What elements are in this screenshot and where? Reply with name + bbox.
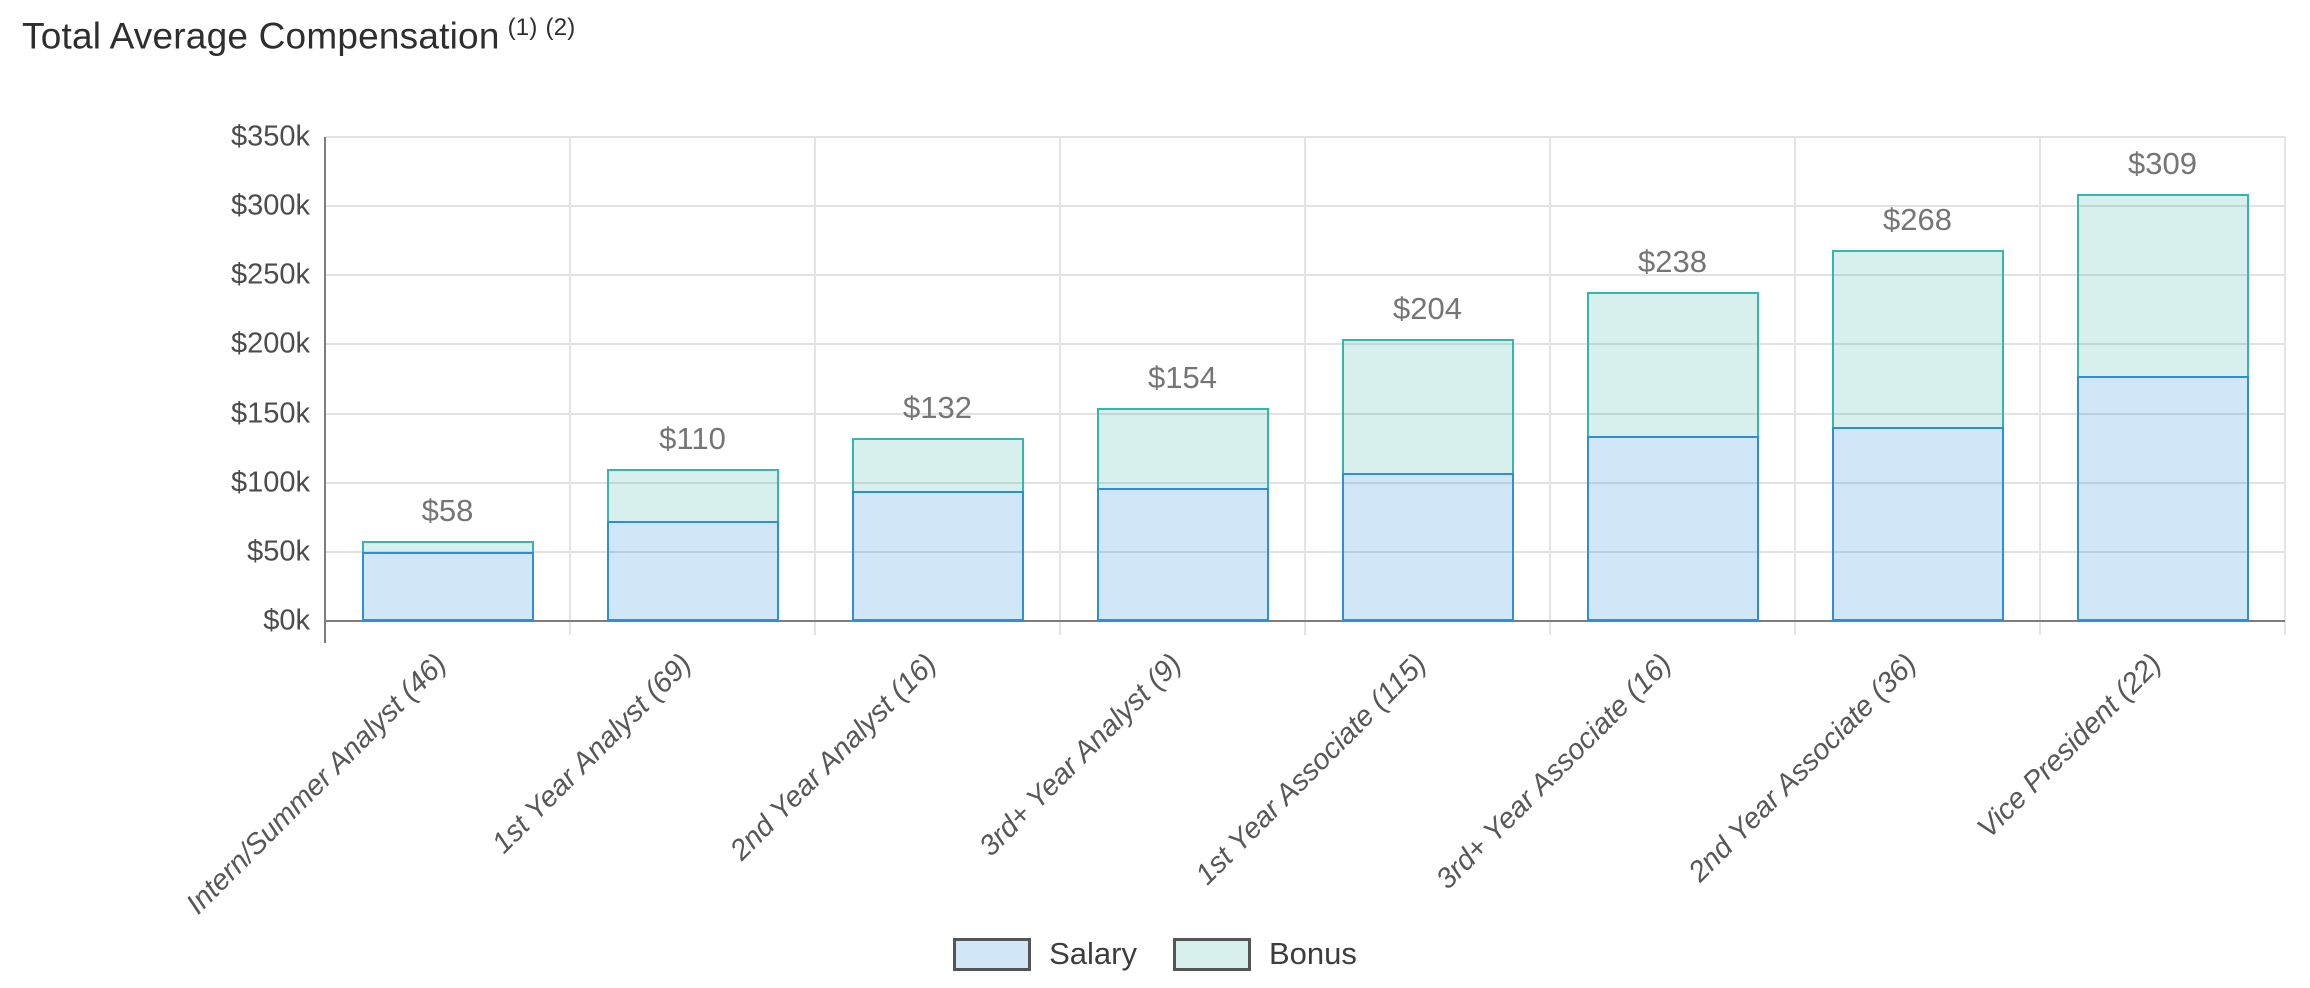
- x-axis-category-label: 2nd Year Analyst (16): [723, 647, 943, 867]
- y-axis-line: [324, 137, 326, 643]
- x-gridline: [1794, 137, 1796, 635]
- bar-total-label: $204: [1393, 290, 1462, 326]
- footnote-ref-2: (2): [545, 14, 576, 41]
- bar-total-label: $238: [1638, 243, 1707, 279]
- salary-bar-segment[interactable]: [1341, 473, 1514, 621]
- salary-swatch: [953, 937, 1032, 971]
- y-axis-tick-label: $300k: [230, 189, 310, 222]
- bonus-bar-segment[interactable]: [1096, 408, 1269, 489]
- salary-bar-segment[interactable]: [1096, 488, 1269, 621]
- x-axis-category-label: Intern/Summer Analyst (46): [179, 647, 453, 921]
- salary-bar-segment[interactable]: [2076, 376, 2249, 621]
- x-axis-category-label: 1st Year Associate (115): [1189, 647, 1433, 892]
- x-axis-category-label: 1st Year Analyst (69): [485, 647, 698, 860]
- x-axis-category-label: 2nd Year Associate (36): [1682, 647, 1923, 889]
- bonus-bar-segment[interactable]: [1586, 291, 1759, 436]
- salary-bar-segment[interactable]: [1586, 435, 1759, 621]
- salary-bar-segment[interactable]: [851, 491, 1024, 621]
- x-axis-category-label: 3rd+ Year Associate (16): [1429, 647, 1678, 896]
- salary-bar-segment[interactable]: [606, 521, 779, 621]
- x-gridline: [814, 137, 816, 635]
- legend-label-salary: Salary: [1049, 936, 1137, 971]
- bar-total-label: $58: [421, 492, 474, 528]
- chart-title-text: Total Average Compensation: [22, 15, 500, 57]
- salary-bar-segment[interactable]: [1831, 427, 2004, 621]
- bonus-bar-segment[interactable]: [606, 468, 779, 522]
- bar-total-label: $110: [659, 420, 726, 456]
- bonus-bar-segment[interactable]: [1831, 250, 2004, 428]
- x-gridline: [1549, 137, 1551, 635]
- y-axis-tick-label: $200k: [230, 327, 310, 360]
- y-axis-tick-label: $0k: [263, 604, 310, 637]
- bar-total-label: $154: [1148, 360, 1217, 396]
- chart-title: Total Average Compensation (1) (2): [22, 14, 575, 57]
- y-axis-tick-label: $150k: [230, 397, 310, 430]
- y-axis-tick-label: $100k: [230, 466, 310, 499]
- x-axis-category-label: 3rd+ Year Analyst (9): [972, 647, 1188, 863]
- y-axis-tick-label: $350k: [230, 120, 310, 153]
- legend-item-bonus[interactable]: Bonus: [1172, 936, 1357, 972]
- bar-total-label: $132: [903, 390, 972, 426]
- bonus-bar-segment[interactable]: [361, 540, 534, 552]
- legend-item-salary[interactable]: Salary: [953, 936, 1137, 972]
- bonus-swatch: [1172, 937, 1251, 971]
- x-axis-line: [325, 620, 2285, 622]
- bar-total-label: $309: [2128, 145, 2197, 181]
- bar-total-label: $268: [1883, 202, 1952, 238]
- x-gridline: [2039, 137, 2041, 635]
- x-gridline: [569, 137, 571, 635]
- salary-bar-segment[interactable]: [361, 551, 534, 621]
- y-axis-tick-label: $50k: [247, 535, 310, 568]
- bonus-bar-segment[interactable]: [2076, 193, 2249, 377]
- y-axis-tick-label: $250k: [230, 258, 310, 291]
- x-gridline: [2284, 137, 2286, 635]
- legend: Salary Bonus: [0, 936, 2310, 972]
- bonus-bar-segment[interactable]: [1341, 338, 1514, 474]
- footnote-ref-1: (1): [507, 14, 538, 41]
- x-axis-category-label: Vice President (22): [1970, 647, 2168, 845]
- x-gridline: [1304, 137, 1306, 635]
- x-gridline: [1059, 137, 1061, 635]
- bonus-bar-segment[interactable]: [851, 438, 1024, 491]
- legend-label-bonus: Bonus: [1268, 936, 1357, 971]
